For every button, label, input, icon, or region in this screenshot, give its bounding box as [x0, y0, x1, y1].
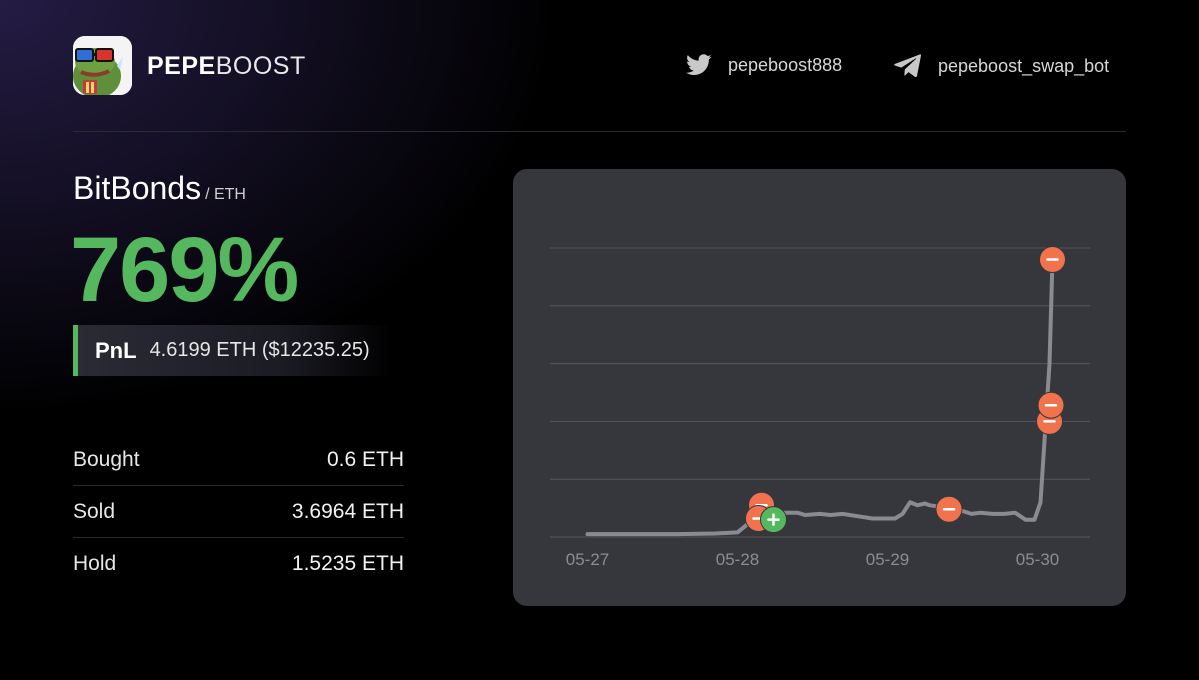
price-line [585, 257, 1055, 537]
stat-value: 1.5235 ETH [291, 552, 404, 575]
stat-row-bought: Bought 0.6 ETH [73, 434, 404, 486]
header-divider [73, 131, 1126, 132]
stat-row-sold: Sold 3.6964 ETH [73, 486, 404, 538]
telegram-link[interactable]: pepeboost_swap_bot [894, 54, 1109, 78]
telegram-plane-icon [894, 54, 922, 78]
token-name: BitBonds [73, 170, 202, 206]
pnl-bar: PnL 4.6199 ETH ($12235.25) [73, 325, 393, 376]
x-tick-label: 05-29 [866, 550, 909, 569]
stat-value: 3.6964 ETH [291, 499, 404, 523]
twitter-bird-icon [686, 54, 712, 75]
stat-row-hold: Hold 1.5235 ETH [73, 538, 404, 590]
pnl-label: PnL [95, 337, 137, 363]
twitter-handle: pepeboost888 [728, 54, 843, 75]
stat-label: Sold [73, 499, 116, 523]
telegram-handle: pepeboost_swap_bot [938, 55, 1110, 76]
price-chart: 05-27 05-28 05-29 05-30 [550, 246, 1090, 569]
token-pair: / ETH [205, 186, 246, 203]
trade-stats: Bought 0.6 ETH Sold 3.6964 ETH Hold 1.52… [73, 434, 404, 590]
twitter-link[interactable]: pepeboost888 [686, 54, 842, 76]
header: PEPEBOOST pepeboost888 pepeboost_swap_bo… [73, 36, 1126, 96]
token-title: BitBonds / ETH [73, 170, 246, 207]
stat-label: Hold [73, 552, 117, 575]
price-chart-card: 05-27 05-28 05-29 05-30 [513, 169, 1126, 606]
x-tick-label: 05-27 [566, 550, 609, 569]
x-tick-label: 05-30 [1016, 550, 1059, 569]
pnl-value: 4.6199 ETH ($12235.25) [149, 339, 370, 361]
pnl-percent: 769% [70, 219, 299, 321]
pepeboost-logo[interactable] [73, 36, 132, 95]
x-tick-label: 05-28 [716, 550, 759, 569]
stat-value: 0.6 ETH [326, 447, 404, 471]
brand-name-regular: BOOST [215, 52, 306, 80]
brand-name: PEPEBOOST [147, 52, 306, 81]
stat-label: Bought [73, 447, 140, 471]
brand-name-bold: PEPE [147, 52, 216, 80]
